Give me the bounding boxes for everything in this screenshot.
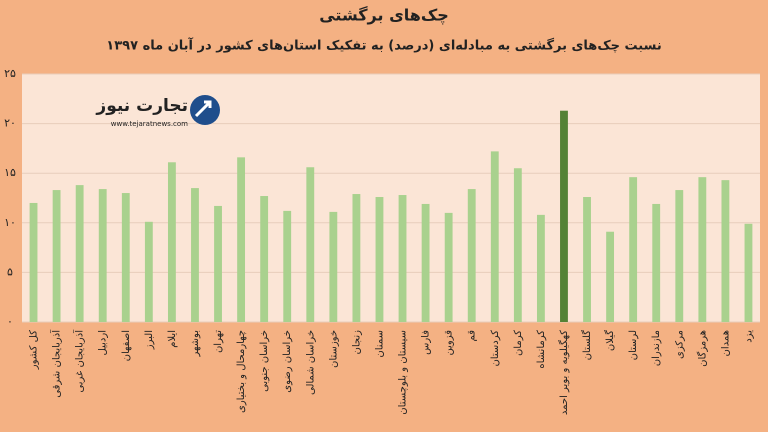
- y-tick-label: ۲۰: [4, 117, 16, 130]
- logo: تجارت نیوز www.tejaratnews.com: [95, 95, 220, 128]
- x-tick-label: یزد: [743, 330, 754, 343]
- bar: [606, 231, 615, 322]
- bar: [29, 202, 38, 322]
- bar: [467, 189, 476, 322]
- bar: [721, 180, 730, 322]
- x-tick-label: اصفهان: [121, 330, 132, 361]
- bar: [398, 195, 407, 322]
- chart-subtitle: نسبت چک‌های برگشتی به مبادله‌ای (درصد) ب…: [106, 37, 661, 54]
- bar: [121, 193, 130, 322]
- logo-icon: [190, 95, 220, 125]
- x-tick-label: بوشهر: [190, 330, 201, 357]
- bar: [329, 211, 338, 322]
- x-tick-label: مرکزی: [674, 330, 685, 359]
- x-tick-label: سمنان: [374, 330, 385, 358]
- x-tick-label: کردستان: [490, 330, 501, 367]
- x-tick-label: قزوین: [444, 330, 455, 356]
- x-tick-label: کهگیلویه و بویر احمد: [558, 330, 570, 415]
- bar: [675, 190, 684, 322]
- x-tick-label: لرستان: [628, 330, 639, 360]
- x-tick-label: کرمانشاه: [536, 330, 547, 369]
- bar: [583, 197, 591, 322]
- x-tick-label: مازندران: [651, 330, 662, 366]
- y-tick-label: ۵: [7, 265, 13, 278]
- x-tick-label: همدان: [720, 330, 731, 356]
- x-tick-label: قم: [467, 330, 478, 342]
- x-tick-label: فارس: [421, 330, 432, 355]
- x-tick-label: خراسان رضوی: [282, 330, 293, 393]
- x-tick-label: ایلام: [167, 330, 178, 348]
- bar: [352, 194, 361, 322]
- bar: [237, 157, 246, 322]
- x-tick-label: خوزستان: [328, 330, 339, 368]
- x-tick-label: آذربایجان غربی: [73, 329, 86, 393]
- bar: [283, 210, 292, 322]
- y-tick-label: ۲۵: [4, 67, 16, 80]
- chart-title: چک‌های برگشتی: [319, 6, 449, 26]
- x-tick-label: تهران: [213, 330, 224, 353]
- logo-arrow: [194, 100, 212, 118]
- bar: [421, 203, 430, 322]
- bar: [513, 168, 522, 322]
- x-tick-label: اردبیل: [98, 330, 109, 355]
- bar: [629, 177, 638, 322]
- bar: [98, 189, 107, 322]
- y-tick-label: ۰: [7, 315, 13, 328]
- bar: [652, 203, 661, 322]
- x-tick-label: زنجان: [351, 330, 362, 355]
- y-tick-label: ۱۵: [4, 166, 16, 179]
- logo-name: تجارت نیوز: [95, 96, 188, 116]
- bar: [52, 190, 61, 322]
- x-tick-label: چهارمحال و بختیاری: [236, 330, 247, 413]
- bar: [536, 214, 545, 322]
- bar: [260, 196, 269, 322]
- bar: [560, 110, 568, 322]
- bar: [214, 205, 222, 322]
- bar: [444, 212, 453, 322]
- bar: [306, 167, 315, 322]
- x-tick-label: خراسان شمالی: [305, 330, 316, 395]
- bar: [698, 177, 707, 322]
- bar: [744, 223, 753, 322]
- x-tick-label: کرمان: [513, 330, 524, 356]
- bar: [490, 151, 499, 322]
- x-tick-label: هرمزگان: [696, 330, 708, 367]
- x-tick-label: سیستان و بلوچستان: [398, 330, 409, 415]
- bar: [144, 221, 153, 322]
- bar: [191, 188, 199, 322]
- bar: [375, 197, 384, 322]
- y-tick-label: ۱۰: [4, 216, 16, 229]
- x-tick-label: کل کشور: [29, 330, 40, 370]
- logo-url: www.tejaratnews.com: [111, 120, 188, 128]
- x-tick-label: گلستان: [581, 330, 593, 361]
- x-tick-label: آذربایجان شرقی: [50, 329, 63, 398]
- x-tick-label: خراسان جنوبی: [259, 330, 270, 392]
- x-tick-label: گیلان: [604, 330, 616, 351]
- bar: [167, 162, 176, 322]
- bar: [75, 185, 84, 322]
- x-tick-label: البرز: [144, 330, 155, 350]
